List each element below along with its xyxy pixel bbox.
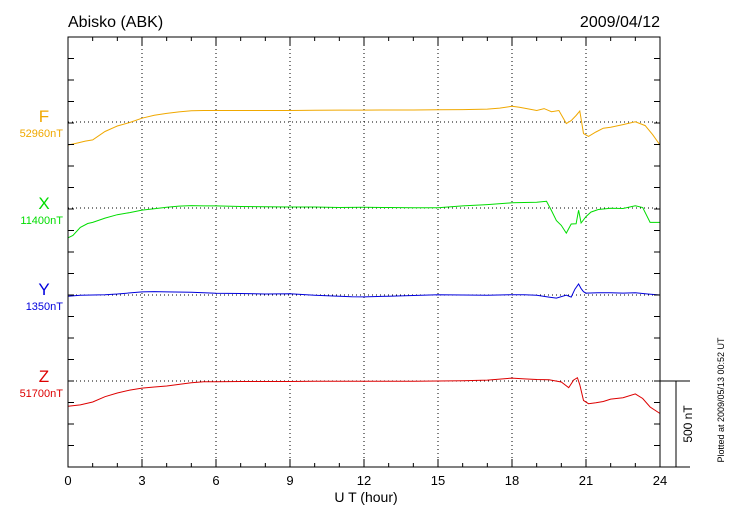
series-lines [67,105,661,414]
channel-baseline-value-f: 52960nT [20,128,64,140]
x-axis-label: U T (hour) [334,489,397,505]
x-tick-label: 3 [138,473,145,488]
station-title: Abisko (ABK) [68,14,163,31]
channel-letter-z: Z [39,367,49,386]
channel-baseline-value-z: 51700nT [20,388,64,400]
plotted-note: Plotted at 2009/05/13 00:52 UT [716,337,726,463]
x-tick-label: 24 [653,473,667,488]
x-tick-label: 9 [286,473,293,488]
frame-ticks [67,36,661,468]
scale-bar: 500 nT [660,380,695,468]
grid-lines [141,37,587,467]
x-tick-label: 21 [579,473,593,488]
x-tick-labels: 0 3 6 9 12 15 18 21 24 [64,473,667,488]
date-title: 2009/04/12 [580,14,660,31]
x-tick-label: 18 [505,473,519,488]
x-tick-label: 6 [212,473,219,488]
x-tick-label: 15 [431,473,445,488]
channel-letter-x: X [38,194,49,213]
series-line-x [67,200,660,239]
series-line-z [67,376,661,414]
channel-baseline-value-x: 11400nT [20,215,63,227]
scale-bar-label: 500 nT [681,405,695,443]
channel-letter-f: F [39,107,49,126]
channel-baselines [68,121,660,382]
x-tick-label: 12 [357,473,371,488]
channel-letter-y: Y [38,280,49,299]
series-line-y [67,283,661,299]
channel-baseline-value-y: 1350nT [26,301,64,313]
channel-labels: F 52960nT X 11400nT Y 1350nT Z 51700nT [20,107,64,400]
series-line-f [67,105,661,146]
x-tick-label: 0 [64,473,71,488]
